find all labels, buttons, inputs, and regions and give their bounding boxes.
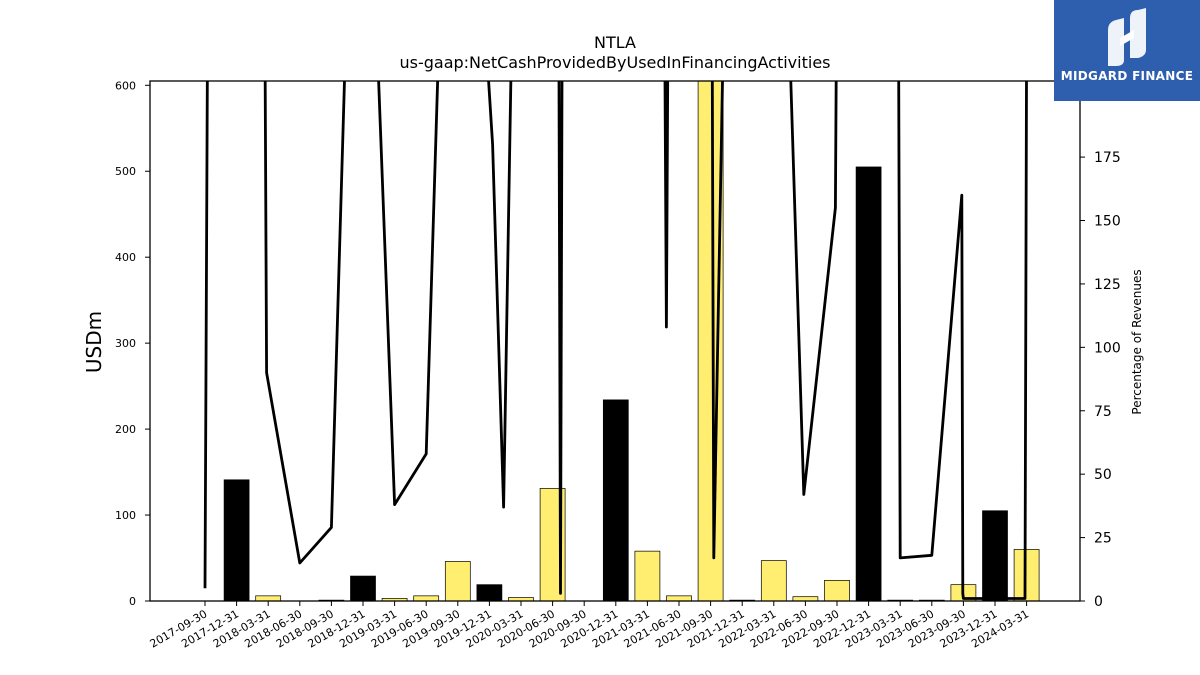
bar [697,81,724,601]
series-line [203,81,1028,600]
bar [255,595,282,601]
y2-tick-label: 125 [1094,277,1121,293]
bar [982,510,1008,601]
chart-subtitle: us-gaap:NetCashProvidedByUsedInFinancing… [399,53,830,72]
bar [760,560,787,601]
y-tick-label: 300 [115,337,136,350]
y-tick-label: 100 [115,509,136,522]
logo-text: MIDGARD FINANCE [1060,69,1194,83]
y2-tick-label: 50 [1094,467,1112,483]
chart-title: NTLA [594,33,636,52]
y-tick-label: 200 [115,423,136,436]
bar-group [223,81,1040,601]
y-axis-title: USDm [82,311,106,373]
bar [223,479,250,601]
bar [1013,549,1040,601]
y-tick-label: 500 [115,165,136,178]
logo-mark-icon [1108,8,1146,66]
bar [413,595,440,601]
logo: MIDGARD FINANCE [1054,0,1200,101]
y-tick-label: 400 [115,251,136,264]
bar [350,575,376,601]
y2-tick-label: 150 [1094,214,1121,230]
bar [634,550,661,601]
bar [855,166,882,601]
bar [381,598,408,601]
y-tick-label: 600 [115,79,136,92]
y2-tick-label: 0 [1094,594,1103,610]
y2-tick-label: 100 [1094,340,1121,356]
y2-axis-title: Percentage of Revenues [1130,269,1144,414]
y2-tick-label: 75 [1094,404,1112,420]
y2-tick-label: 175 [1094,150,1121,166]
bar [602,399,629,601]
y2-tick-label: 25 [1094,531,1112,547]
y-tick-label: 0 [129,595,136,608]
bar [444,561,471,601]
bar [476,584,503,601]
plot-frame [149,80,1081,602]
bar [824,580,850,601]
bar [666,595,692,601]
bar [508,597,534,601]
line-group [203,81,1028,600]
